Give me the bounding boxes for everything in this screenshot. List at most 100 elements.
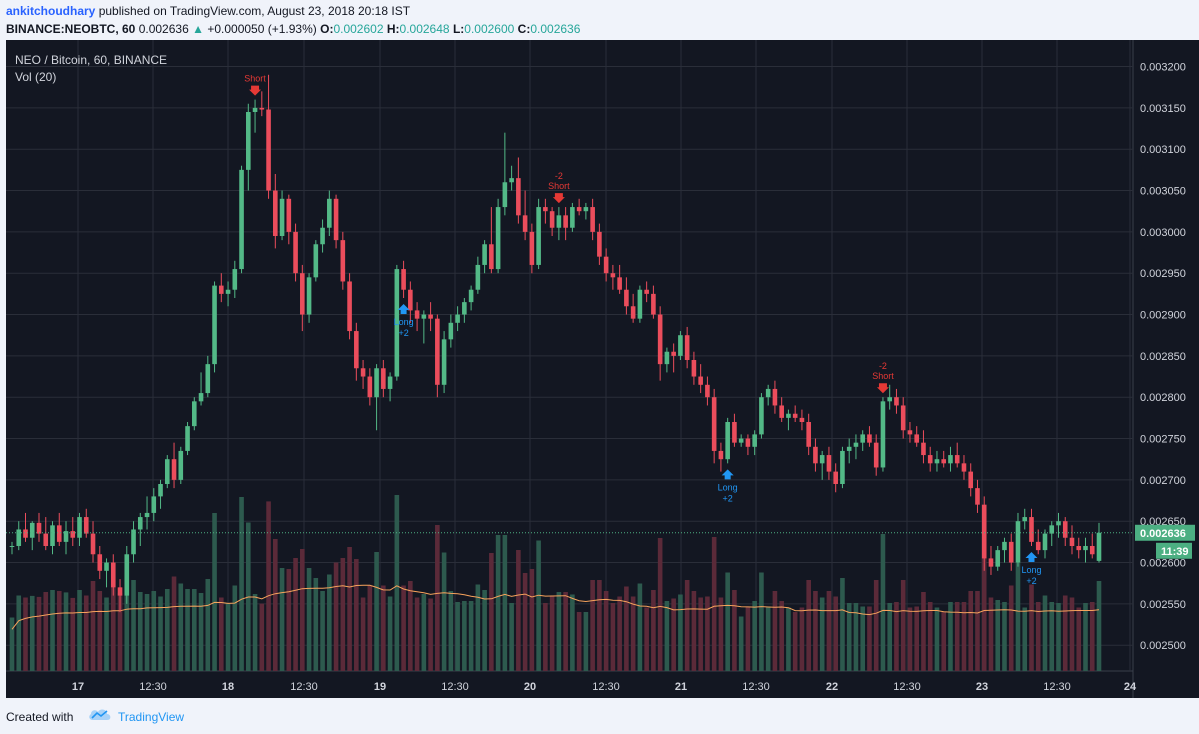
tradingview-cloud-icon[interactable] [88, 707, 112, 721]
volume-bar [171, 576, 177, 671]
price-tick-label: 0.003100 [1140, 144, 1186, 156]
volume-bar [327, 574, 332, 671]
footer: Created with TradingView [0, 698, 1199, 734]
price-tick-label: 0.002800 [1140, 392, 1186, 404]
volume-bar [651, 590, 656, 671]
candle-body [792, 413, 798, 418]
candle-body [286, 198, 292, 232]
price-tick-label: 0.003200 [1140, 62, 1186, 74]
candle-body [252, 107, 258, 112]
volume-bar [981, 537, 987, 671]
close-value: 0.002636 [530, 22, 581, 36]
volume-bar [732, 590, 737, 671]
time-tick-label: 19 [374, 681, 386, 693]
signal-label: Long [1021, 565, 1041, 575]
price-chart[interactable]: 0.003200 0.003150 0.003100 0.003050 0.003000… [6, 40, 1199, 698]
volume-bar [191, 589, 197, 671]
volume-bar [90, 581, 96, 671]
candle-body [664, 351, 670, 365]
candle-body [590, 207, 595, 232]
candle-body [421, 314, 427, 319]
candle-body [171, 459, 177, 480]
volume-bar [502, 535, 508, 671]
candle-body [684, 335, 690, 360]
volume-bar [1056, 603, 1061, 671]
volume-bar [826, 591, 832, 671]
volume-bar [401, 585, 406, 671]
volume-bar [873, 580, 879, 671]
candle-body [563, 215, 568, 228]
candle-body [1083, 546, 1088, 551]
candle-body [63, 531, 69, 542]
candle-body [536, 207, 541, 265]
volume-bar [516, 550, 521, 671]
current-price-label: 0.002636 [1140, 528, 1186, 540]
time-tick-label: 12:30 [893, 681, 921, 693]
candle-body [23, 529, 28, 538]
volume-bar [887, 603, 893, 671]
candle-body [819, 455, 825, 464]
candle-body [475, 264, 481, 290]
candle-body [745, 438, 751, 447]
author-link[interactable]: ankitchoudhary [6, 4, 96, 18]
price-axis-background [1133, 40, 1199, 698]
volume-bar [408, 581, 413, 671]
volume-bar [833, 596, 838, 671]
candle-body [9, 546, 15, 547]
candle-body [124, 554, 130, 596]
volume-bar [779, 601, 784, 671]
candle-body [691, 360, 697, 377]
volume-bar [934, 607, 940, 671]
candle-body [374, 368, 379, 398]
volume-bar [124, 558, 130, 671]
price-tick-label: 0.003050 [1140, 186, 1186, 198]
open-label: O: [320, 22, 334, 36]
short-arrow-icon [249, 85, 262, 96]
volume-bar [995, 600, 1001, 671]
candle-body [954, 455, 960, 464]
candle-body [975, 488, 980, 505]
candle-body [752, 434, 757, 447]
volume-bar [117, 593, 123, 671]
volume-bar [725, 572, 730, 671]
volume-bar [772, 591, 778, 671]
volume-bar [482, 590, 487, 671]
signal-qty: +2 [723, 493, 733, 503]
signal-qty: +2 [1026, 576, 1036, 586]
published-text: published on TradingView.com, August 23,… [98, 4, 411, 18]
candle-body [765, 388, 771, 398]
volume-bar [988, 597, 994, 671]
candle-body [867, 434, 872, 443]
signal-label: Long [394, 317, 414, 327]
volume-bar [279, 568, 285, 671]
volume-bar [745, 606, 751, 671]
candle-body [185, 426, 190, 451]
price-tick-label: 0.002700 [1140, 475, 1186, 487]
chart-area[interactable]: 0.003200 0.003150 0.003100 0.003050 0.003000… [6, 40, 1199, 698]
signal-qty: +2 [398, 328, 408, 338]
volume-bar [1015, 562, 1021, 671]
volume-bar [759, 572, 764, 671]
candle-body [1089, 546, 1095, 555]
candle-body [934, 459, 940, 464]
volume-bar [691, 591, 697, 671]
candle-body [327, 198, 332, 228]
candle-body [927, 455, 933, 464]
candle-body [293, 231, 298, 274]
volume-bar [570, 594, 575, 671]
volume-bar [489, 553, 494, 671]
candle-body [246, 112, 251, 170]
tradingview-link[interactable]: TradingView [118, 710, 185, 724]
candle-body [597, 231, 602, 257]
open-value: 0.002602 [333, 22, 384, 36]
volume-bar [63, 592, 69, 671]
volume-bar [441, 552, 447, 671]
high-label: H: [386, 22, 400, 36]
volume-bar [671, 598, 676, 671]
volume-bar [718, 597, 724, 671]
candle-body [16, 529, 22, 546]
candle-body [502, 182, 508, 208]
candle-body [441, 339, 447, 385]
volume-bar [198, 593, 204, 671]
candle-body [711, 397, 717, 451]
